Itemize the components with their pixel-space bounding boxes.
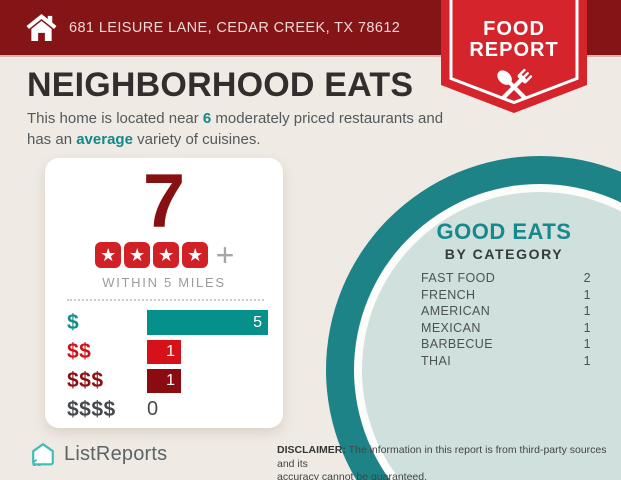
brand-name: ListReports [64,442,168,465]
category-count: 1 [583,353,591,368]
restaurant-count-inline: 6 [202,110,212,127]
category-count: 1 [583,320,591,335]
category-list: FAST FOOD 2 FRENCH 1 AMERICAN 1 MEXICAN 1 BA… [421,271,591,371]
good-eats-title: GOOD EATS [436,219,572,244]
disclaimer: DISCLAIMER: The information in this repo… [277,444,607,480]
bar-value: 1 [166,342,175,360]
price-tier-label: $ [67,310,80,334]
variety-accent: average [76,131,133,148]
bar: 1 [147,339,181,364]
bar-value: 0 [147,398,159,420]
crossed-utensils-icon [497,68,533,100]
listreports-house-icon [32,443,54,466]
star-icon: ★ [95,242,122,268]
category-name: FRENCH [421,287,476,302]
category-count: 2 [583,271,591,285]
category-row: FRENCH 1 [421,288,591,305]
category-name: BARBECUE [421,337,493,352]
category-count: 1 [583,304,591,319]
disclaimer-label: DISCLAIMER: [277,444,346,456]
plus-icon: + [215,237,235,273]
restaurant-stats-card: 7 ★ ★ ★ ★ + WITHIN 5 MILES $ 5 $$ 1 $$$ … [45,158,283,428]
category-row: THAI 1 [421,354,591,371]
category-count: 1 [583,337,591,352]
price-tier-label: $$ [67,339,92,363]
badge-title-line2: REPORT [469,39,559,61]
bar-value: 1 [166,371,175,389]
category-row: AMERICAN 1 [421,304,591,321]
category-row: MEXICAN 1 [421,321,591,338]
price-row: $ 5 [67,310,283,335]
category-name: MEXICAN [421,320,481,335]
category-row: BARBECUE 1 [421,337,591,354]
price-bar-chart: $ 5 $$ 1 $$$ 1 $$$$ 0 [45,310,283,422]
intro-text: This home is located near 6 moderately p… [27,110,444,148]
category-count: 1 [583,287,591,302]
price-row: $$$$ 0 [67,397,283,422]
listreports-logo: ListReports [30,442,167,466]
rating-stars: ★ ★ ★ ★ + [45,237,283,273]
property-address: 681 LEISURE LANE, CEDAR CREEK, TX 78612 [69,19,401,36]
price-tier-label: $$$$ [67,397,116,421]
by-category-subtitle: BY CATEGORY [444,246,564,262]
star-icon: ★ [153,242,180,268]
bar: 1 [147,368,181,393]
category-row: FAST FOOD 2 [421,271,591,288]
badge-title-line1: FOOD [483,18,545,40]
home-icon [26,13,57,42]
bar: 5 [147,310,268,335]
star-icon: ★ [124,242,151,268]
category-name: FAST FOOD [421,271,496,285]
dotted-divider [67,299,264,301]
price-row: $$ 1 [67,339,283,364]
radius-label: WITHIN 5 MILES [102,275,226,290]
category-name: AMERICAN [421,304,491,319]
price-tier-label: $$$ [67,368,104,392]
ribbon-shape [441,0,587,113]
page-title: NEIGHBORHOOD EATS [27,66,414,104]
food-report-badge: FOOD REPORT [441,0,587,118]
star-icon: ★ [182,242,209,268]
category-name: THAI [421,353,452,368]
price-row: $$$ 1 [67,368,283,393]
restaurant-total: 7 [142,159,186,244]
bar-value: 5 [253,313,262,331]
